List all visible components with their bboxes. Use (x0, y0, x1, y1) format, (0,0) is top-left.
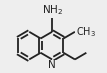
Text: N: N (48, 60, 56, 70)
Text: CH$_3$: CH$_3$ (76, 25, 96, 39)
Text: NH$_2$: NH$_2$ (42, 3, 63, 17)
